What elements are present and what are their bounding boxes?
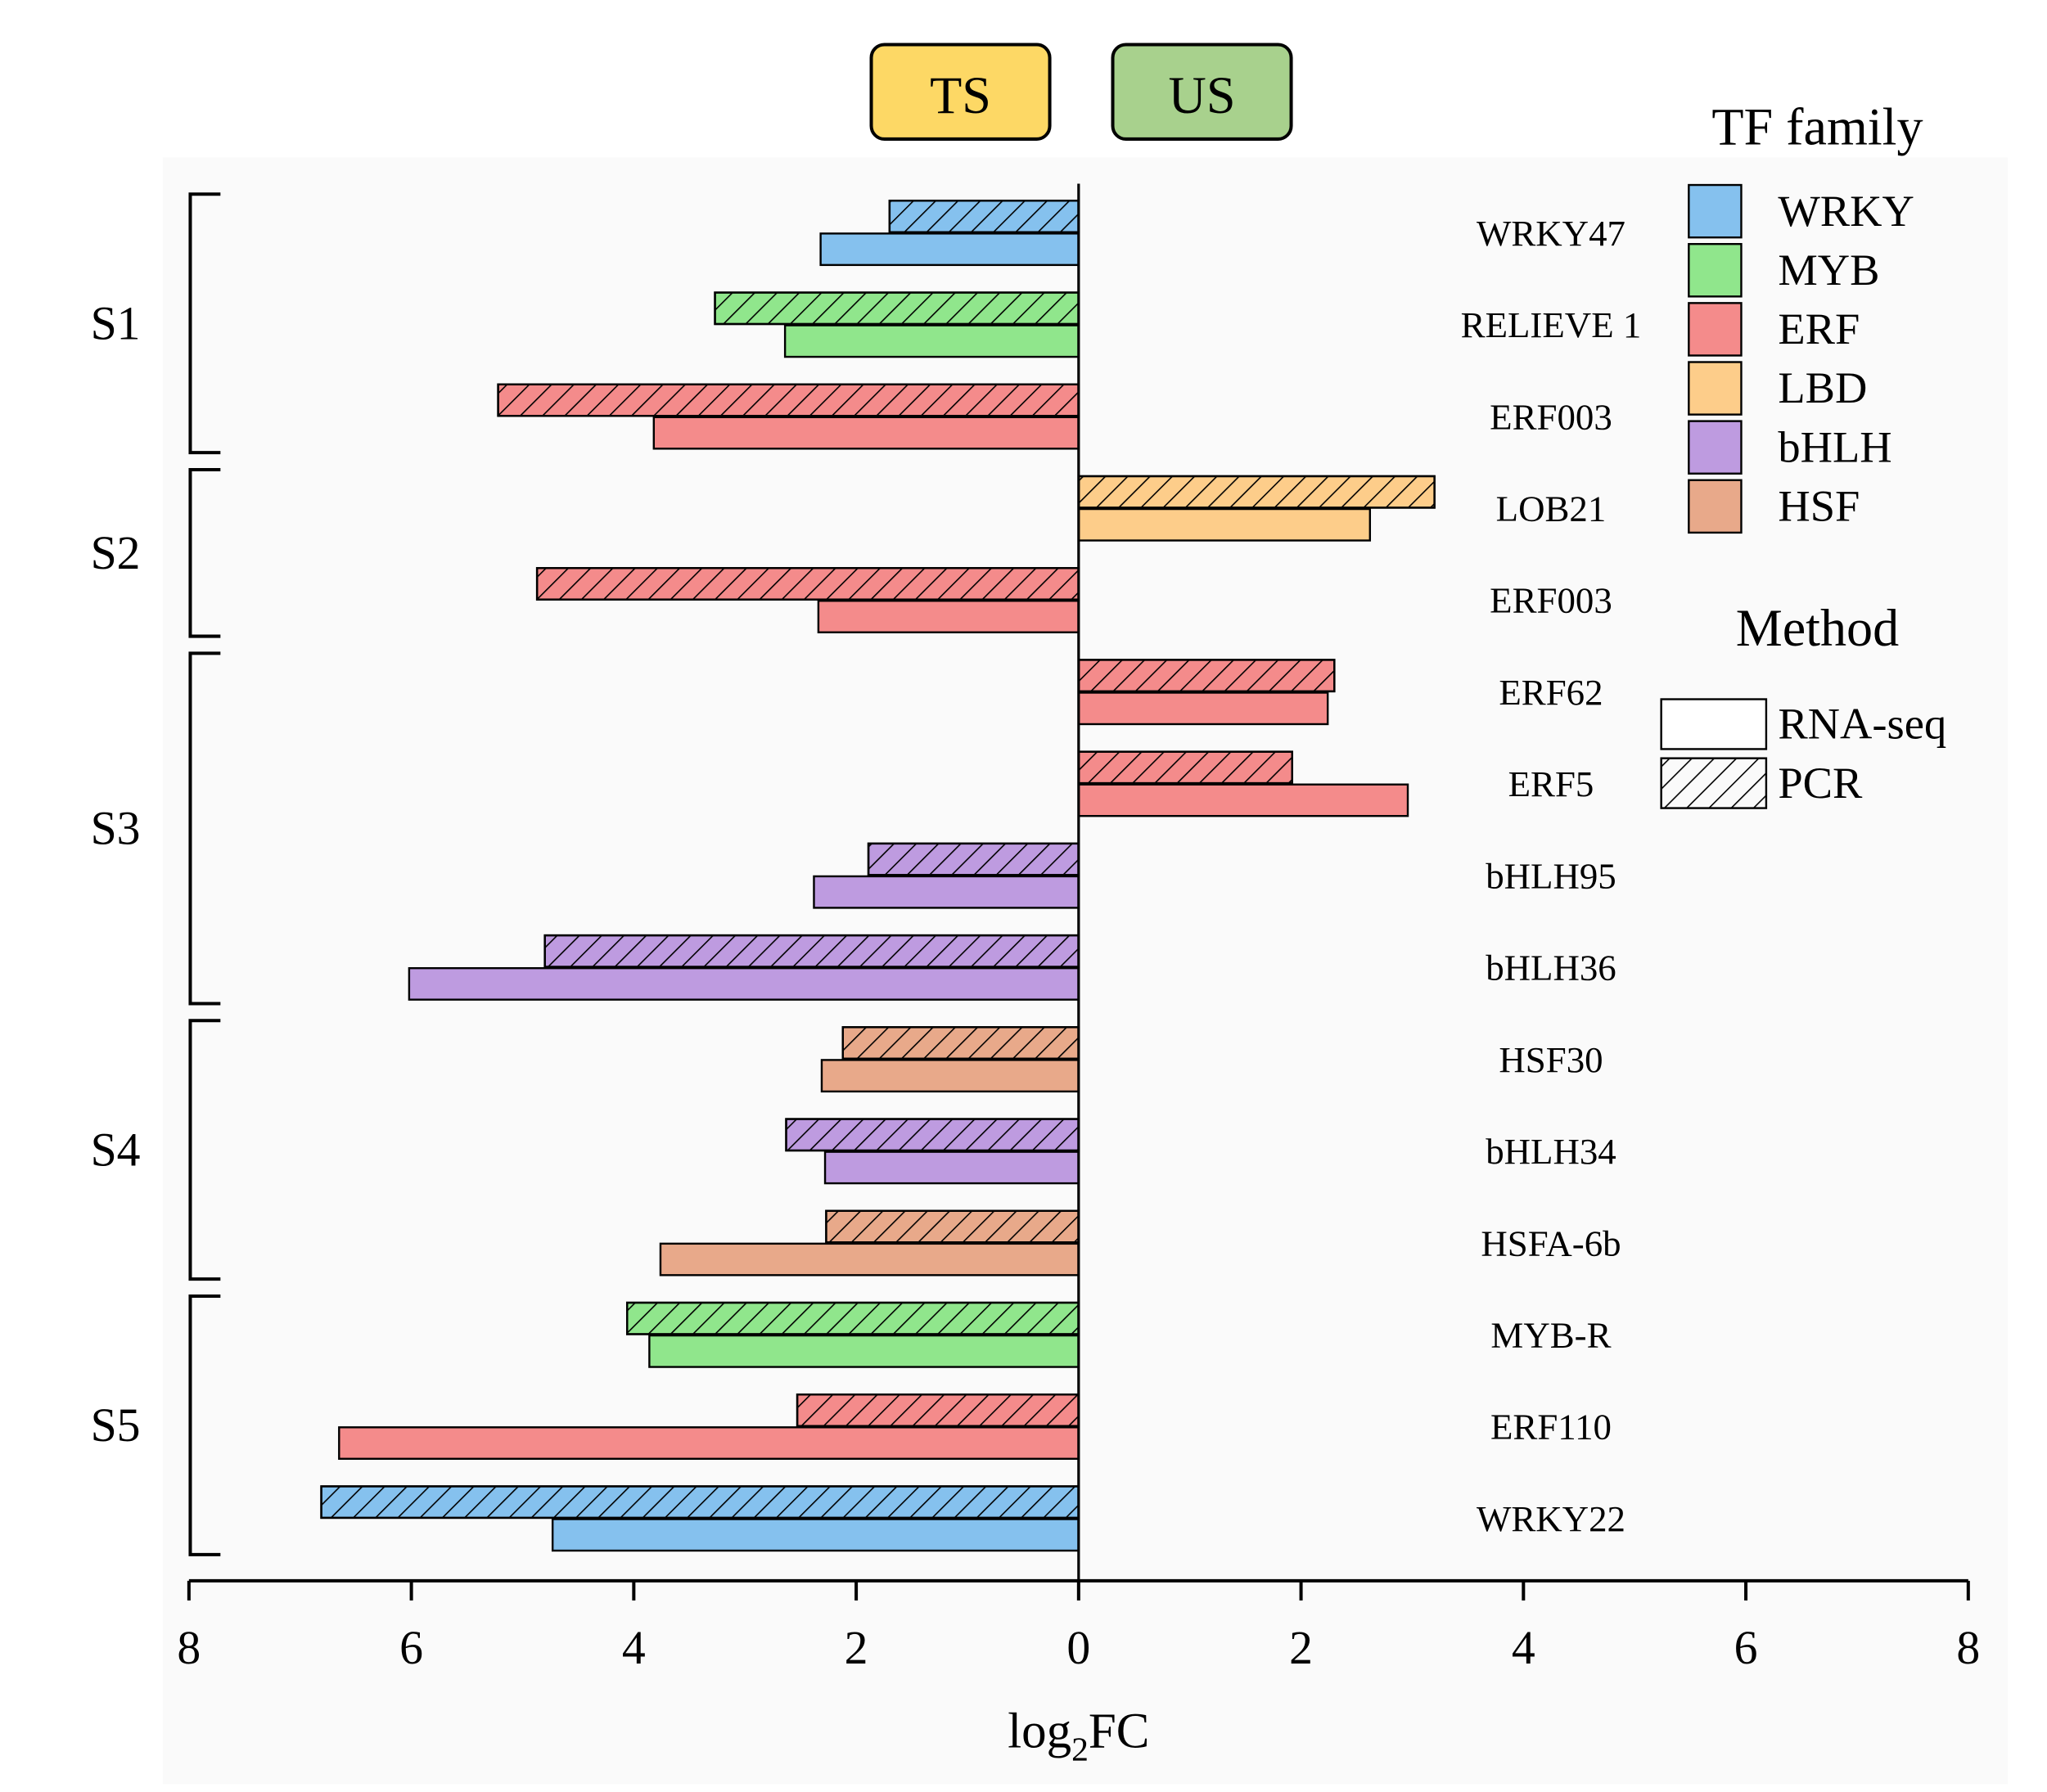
bar-rna-seq [820, 1059, 1080, 1093]
bar-pcr-hatch [1077, 750, 1293, 785]
bar-rna-seq [813, 875, 1080, 909]
bar-pcr-hatch [320, 1485, 1080, 1520]
legend-swatch-rna-seq [1660, 698, 1768, 750]
legend-swatch-myb [1688, 242, 1743, 298]
bar-pcr-hatch [841, 1026, 1080, 1060]
group-bracket [188, 1019, 221, 1281]
legend-label: PCR [1778, 758, 1863, 808]
group-label: S5 [91, 1400, 141, 1452]
x-tick-label: 6 [399, 1623, 423, 1674]
bar-pcr-hatch [625, 1301, 1080, 1335]
group-bracket [188, 651, 221, 1006]
gene-label: ERF110 [1490, 1407, 1612, 1448]
legend: TF family Method WRKY MYB ERF LBD bHLH HSF RNA… [1660, 97, 1946, 809]
legend-method-title: Method [1736, 599, 1899, 657]
bar-rna-seq [1077, 507, 1372, 542]
x-axis-label: log2FC [1008, 1704, 1149, 1768]
bar-rna-seq [817, 600, 1080, 633]
group-bracket [188, 1294, 221, 1556]
legend-label: HSF [1778, 480, 1860, 530]
bars [320, 200, 1436, 1552]
x-tick-label: 8 [1956, 1623, 1980, 1674]
bar-pcr-hatch [825, 1209, 1080, 1244]
gene-label: bHLH36 [1486, 948, 1616, 988]
group-label: S1 [91, 298, 141, 349]
us-label: US [1169, 66, 1236, 124]
bar-pcr-hatch [867, 842, 1080, 876]
legend-family-title: TF family [1711, 97, 1923, 155]
legend-label: WRKY [1778, 186, 1914, 236]
bar-pcr-hatch [1077, 659, 1336, 693]
group-bracket [188, 467, 221, 638]
legend-swatch-hsf [1688, 479, 1743, 534]
gene-labels: WRKY47 RELIEVE 1 ERF003 LOB21 ERF003 ERF62 ERF… [1461, 213, 1642, 1539]
bar-pcr-hatch [785, 1118, 1080, 1152]
ts-label: TS [930, 66, 991, 124]
bar-pcr-hatch [497, 383, 1080, 417]
group-label: S3 [91, 804, 141, 855]
legend-label: RNA-seq [1778, 699, 1946, 749]
bar-pcr-hatch [535, 566, 1080, 601]
bar-rna-seq [783, 324, 1080, 358]
legend-swatch-bhlh [1688, 420, 1743, 475]
group-label: S4 [91, 1124, 141, 1176]
x-tick-label: 0 [1066, 1623, 1090, 1674]
bar-pcr-hatch [543, 934, 1080, 968]
gene-label: RELIEVE 1 [1461, 304, 1642, 345]
ts-label-box: TS [869, 43, 1052, 141]
bar-rna-seq [659, 1242, 1080, 1276]
x-tick-label: 2 [1289, 1623, 1313, 1674]
bar-rna-seq [408, 966, 1080, 1001]
gene-label: MYB-R [1490, 1315, 1611, 1356]
x-ticks: 8 6 4 2 0 2 4 6 8 [177, 1580, 1980, 1674]
bar-pcr-hatch [714, 291, 1080, 326]
gene-label: ERF003 [1490, 580, 1612, 621]
group-brackets: S1 S2 S3 S4 S5 [91, 192, 221, 1556]
bar-pcr-hatch [796, 1394, 1080, 1427]
x-tick-label: 6 [1734, 1623, 1758, 1674]
bar-rna-seq [1077, 783, 1409, 817]
bar-rna-seq [648, 1334, 1080, 1368]
gene-label: WRKY47 [1477, 213, 1625, 254]
x-tick-label: 8 [177, 1623, 201, 1674]
group-label: S2 [91, 528, 141, 579]
bar-pcr-hatch [888, 200, 1080, 233]
gene-label: ERF003 [1490, 396, 1612, 437]
gene-label: HSF30 [1499, 1039, 1603, 1080]
bar-rna-seq [338, 1426, 1080, 1460]
group-bracket [188, 192, 221, 455]
gene-label: HSFA-6b [1481, 1222, 1621, 1263]
legend-label: ERF [1778, 304, 1860, 353]
gene-label: WRKY22 [1477, 1498, 1625, 1539]
gene-label: LOB21 [1496, 488, 1607, 529]
x-tick-label: 2 [845, 1623, 868, 1674]
us-label-box: US [1111, 43, 1293, 141]
gene-label: ERF5 [1508, 763, 1594, 804]
bar-rna-seq [823, 1150, 1080, 1185]
legend-label: bHLH [1778, 421, 1891, 471]
bar-rna-seq [819, 232, 1080, 267]
bar-rna-seq [1077, 691, 1329, 726]
bar-pcr-hatch [1077, 475, 1436, 509]
legend-swatch-wrky [1688, 183, 1743, 239]
gene-label: ERF62 [1499, 672, 1603, 713]
legend-swatch-lbd [1688, 361, 1743, 416]
gene-label: bHLH95 [1486, 855, 1616, 896]
x-tick-label: 4 [1512, 1623, 1535, 1674]
legend-label: MYB [1778, 245, 1879, 295]
x-tick-label: 4 [622, 1623, 646, 1674]
legend-swatch-erf [1688, 302, 1743, 357]
legend-label: LBD [1778, 362, 1867, 412]
bar-rna-seq [652, 416, 1080, 450]
gene-label: bHLH34 [1486, 1131, 1616, 1172]
bar-rna-seq [551, 1518, 1080, 1552]
legend-swatch-pcr [1660, 757, 1768, 809]
